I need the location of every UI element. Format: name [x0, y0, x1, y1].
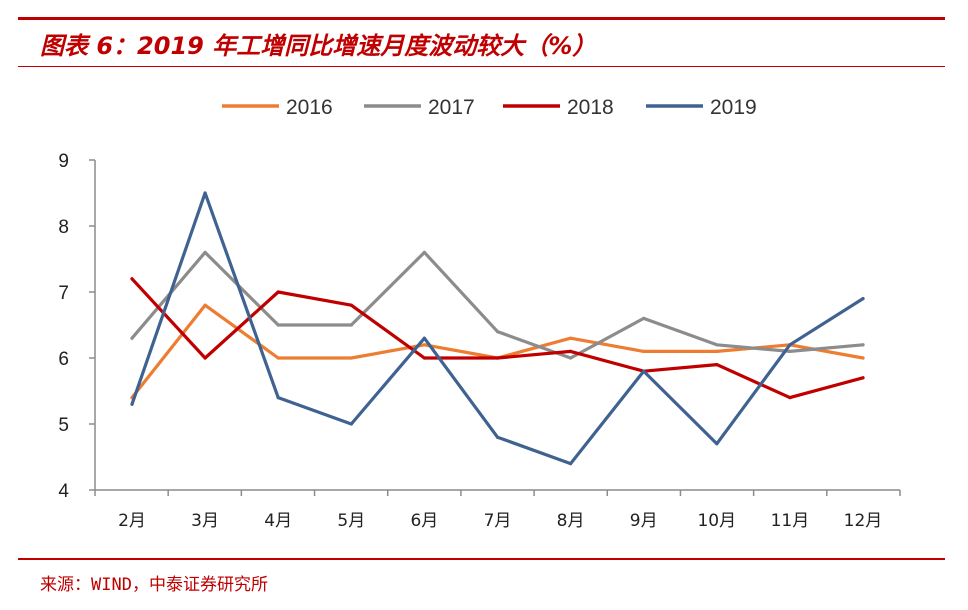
data-point-2017: [276, 323, 280, 327]
data-point-2019: [203, 191, 207, 195]
y-tick-label: 8: [58, 217, 69, 238]
source-note: 来源：WIND，中泰证券研究所: [40, 575, 268, 595]
data-point-2016: [349, 356, 353, 360]
y-tick-label: 6: [58, 349, 69, 370]
data-point-2017: [861, 343, 865, 347]
data-point-2017: [715, 343, 719, 347]
data-point-2019: [130, 402, 134, 406]
data-point-2017: [788, 349, 792, 353]
x-tick-label: 11月: [771, 511, 810, 531]
series-lines: [130, 191, 865, 466]
data-point-2018: [861, 376, 865, 380]
data-point-2016: [861, 356, 865, 360]
legend-label-2017: 2017: [428, 96, 475, 119]
data-point-2017: [569, 356, 573, 360]
top-rule: [18, 17, 945, 20]
data-point-2018: [422, 356, 426, 360]
series-line-2017: [130, 250, 865, 360]
data-point-2018: [788, 396, 792, 400]
x-tick-label: 4月: [264, 511, 292, 531]
data-point-2019: [569, 462, 573, 466]
data-point-2019: [495, 435, 500, 439]
legend-label-2018: 2018: [567, 96, 614, 119]
x-tick-label: 6月: [410, 511, 438, 531]
x-tick-label: 8月: [557, 511, 585, 531]
y-tick-label: 7: [58, 283, 69, 304]
chart-title: 图表 6：2019 年工增同比增速月度波动较大（%）: [40, 32, 597, 60]
y-tick-label: 4: [58, 481, 69, 502]
data-point-2019: [642, 369, 646, 373]
x-tick-label: 9月: [630, 511, 658, 531]
data-point-2016: [642, 349, 646, 353]
line-chart: 2016 2017 2018 2019 4 5 6 7 8 9 2月 3月 4月 5月 6月 7月 8月 9月 1…: [58, 96, 901, 531]
data-point-2018: [203, 356, 207, 360]
x-tick-label: 2月: [118, 511, 146, 531]
data-point-2016: [203, 303, 207, 307]
data-point-2018: [130, 277, 134, 281]
data-point-2019: [422, 336, 426, 340]
data-point-2017: [349, 323, 353, 327]
data-point-2019: [276, 396, 280, 400]
data-point-2016: [276, 356, 280, 360]
data-point-2019: [861, 297, 865, 301]
y-tick-label: 9: [58, 151, 69, 172]
data-point-2017: [495, 330, 500, 334]
data-point-2016: [715, 349, 719, 353]
title-rule: [18, 66, 945, 67]
legend-label-2019: 2019: [710, 96, 757, 119]
bottom-rule: [18, 558, 945, 560]
legend: 2016 2017 2018 2019: [222, 96, 757, 119]
data-point-2017: [203, 250, 207, 254]
data-point-2016: [569, 336, 573, 340]
data-point-2019: [715, 442, 719, 446]
data-point-2017: [130, 336, 134, 340]
data-point-2019: [788, 343, 792, 347]
data-point-2017: [642, 316, 646, 320]
legend-label-2016: 2016: [286, 96, 333, 119]
data-point-2016: [422, 343, 426, 347]
data-point-2019: [349, 422, 353, 426]
data-point-2018: [715, 363, 719, 367]
axis-labels: 4 5 6 7 8 9 2月 3月 4月 5月 6月 7月 8月 9月 10月 11月 12月: [58, 151, 882, 531]
data-point-2018: [569, 349, 573, 353]
data-point-2018: [276, 290, 280, 294]
series-line-2016: [130, 303, 865, 400]
x-tick-label: 3月: [191, 511, 219, 531]
x-tick-label: 10月: [697, 511, 736, 531]
data-point-2017: [422, 250, 426, 254]
x-tick-label: 12月: [844, 511, 883, 531]
axes: [89, 159, 901, 496]
x-tick-label: 7月: [484, 511, 512, 531]
x-tick-label: 5月: [337, 511, 365, 531]
data-point-2018: [349, 303, 353, 307]
y-tick-label: 5: [58, 415, 69, 436]
data-point-2018: [495, 356, 500, 360]
series-line-2019: [130, 191, 865, 466]
